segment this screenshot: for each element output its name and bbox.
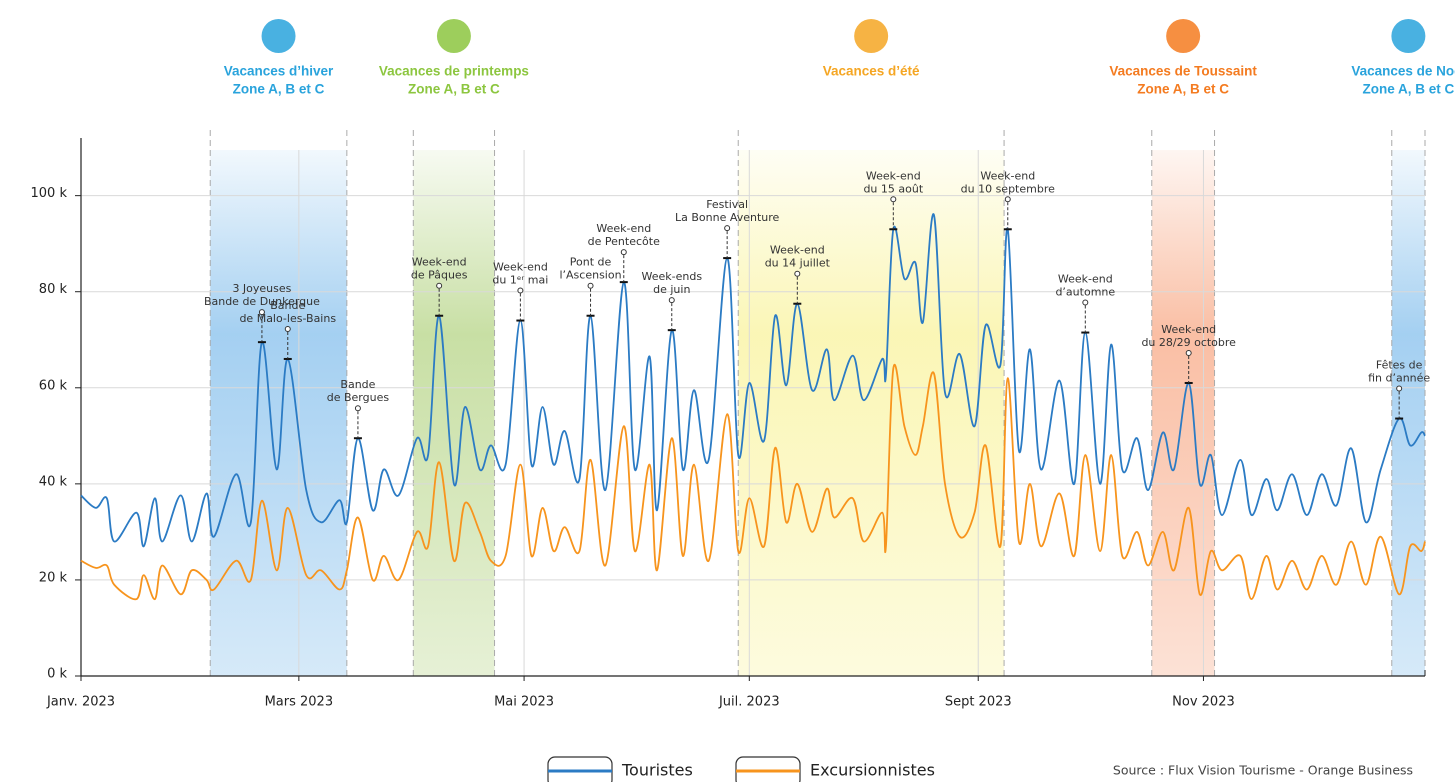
annotation-dot — [436, 282, 443, 289]
annotation-dot — [284, 325, 291, 332]
x-tick-label: Janv. 2023 — [46, 695, 115, 710]
holiday-zone: Zone A, B et C — [233, 82, 325, 97]
annotation-text: Week-end — [596, 222, 651, 235]
annotation-dot — [258, 309, 265, 316]
annotation-text: Week-end — [1161, 323, 1216, 336]
holiday-band — [738, 150, 1005, 676]
holiday-zone: Zone A, B et C — [1137, 82, 1229, 97]
holiday-icon — [854, 19, 889, 53]
annotation-dot — [724, 225, 731, 232]
annotation-text: de Pâques — [411, 269, 468, 282]
annotation-dot — [587, 282, 594, 289]
annotation-text: du 28/29 octobre — [1141, 336, 1236, 349]
annotation-text: du 10 septembre — [961, 182, 1055, 195]
annotation-text: Week-end — [866, 169, 921, 182]
annotation-text: Week-end — [493, 261, 548, 274]
annotation-text: Week-ends — [641, 270, 702, 283]
annotation-text: de juin — [653, 283, 690, 296]
holiday-zone: Zone A, B et C — [1363, 82, 1455, 97]
legend-label: Touristes — [621, 761, 693, 780]
annotation-text: La Bonne Aventure — [675, 211, 780, 224]
annotation-dot — [1185, 349, 1192, 356]
annotation-dot — [668, 297, 675, 304]
annotation-text: Bande — [340, 378, 375, 391]
annotation-dot — [890, 196, 897, 203]
holiday-band — [210, 150, 347, 676]
annotation-text: Bande — [270, 299, 305, 312]
series-line — [80, 213, 1426, 548]
annotation-dot — [354, 405, 361, 412]
annotation-dot — [1004, 196, 1011, 203]
x-tick-label: Juil. 2023 — [718, 695, 780, 710]
annotation-dot — [620, 249, 627, 256]
annotation-text: fin d’année — [1368, 372, 1430, 385]
holiday-name: Vacances de printemps — [379, 64, 529, 79]
annotation-dot — [517, 287, 524, 294]
y-tick-label: 80 k — [39, 282, 68, 297]
annotation-text: Pont de — [570, 256, 612, 269]
annotation-text: Fêtes de — [1376, 359, 1423, 372]
holiday-name: Vacances de Toussaint — [1109, 64, 1257, 79]
holiday-name: Vacances de Noël — [1351, 64, 1455, 79]
series-line — [80, 364, 1426, 601]
y-tick-label: 100 k — [31, 186, 68, 201]
annotation-text: Festival — [706, 198, 748, 211]
holiday-icon — [436, 19, 471, 53]
annotation-text: du 14 juillet — [765, 257, 831, 270]
annotation-text: du 1ᵉʳ mai — [492, 274, 548, 287]
annotation-dot — [1082, 299, 1089, 306]
holiday-icon — [1166, 19, 1201, 53]
holiday-name: Vacances d’été — [823, 64, 920, 79]
annotation-text: l’Ascension — [559, 269, 621, 282]
annotation-text: du 15 août — [863, 182, 923, 195]
y-tick-label: 60 k — [39, 378, 68, 393]
annotation-text: 3 Joyeuses — [232, 282, 291, 295]
annotation-text: Bande de Dunkerque — [204, 295, 320, 308]
annotation-dot — [794, 270, 801, 277]
annotation-dot — [1396, 385, 1403, 392]
annotation-text: Week-end — [770, 244, 825, 257]
annotation-text: de Bergues — [327, 391, 390, 404]
holiday-icon — [261, 19, 296, 53]
annotation-text: Week-end — [1058, 273, 1113, 286]
holiday-icon — [1391, 19, 1426, 53]
y-tick-label: 40 k — [39, 474, 68, 489]
holiday-band — [413, 150, 495, 676]
x-tick-label: Mars 2023 — [265, 695, 334, 710]
annotation-text: d’automne — [1055, 286, 1115, 299]
holiday-zone: Zone A, B et C — [408, 82, 500, 97]
y-tick-label: 0 k — [47, 667, 67, 682]
x-tick-label: Sept 2023 — [945, 695, 1012, 710]
legend-label: Excursionnistes — [810, 761, 935, 780]
annotation-text: de Pentecôte — [588, 235, 660, 248]
holiday-band — [1391, 150, 1425, 676]
annotation-text: Week-end — [980, 169, 1035, 182]
x-tick-label: Nov 2023 — [1172, 695, 1235, 710]
source: Source : Flux Vision Tourisme - Orange B… — [1113, 763, 1413, 778]
annotation-text: de Malo-les-Bains — [239, 312, 336, 325]
annotation-text: Week-end — [412, 256, 467, 269]
y-tick-label: 20 k — [39, 570, 68, 585]
holiday-name: Vacances d’hiver — [224, 64, 334, 79]
x-tick-label: Mai 2023 — [494, 695, 554, 710]
